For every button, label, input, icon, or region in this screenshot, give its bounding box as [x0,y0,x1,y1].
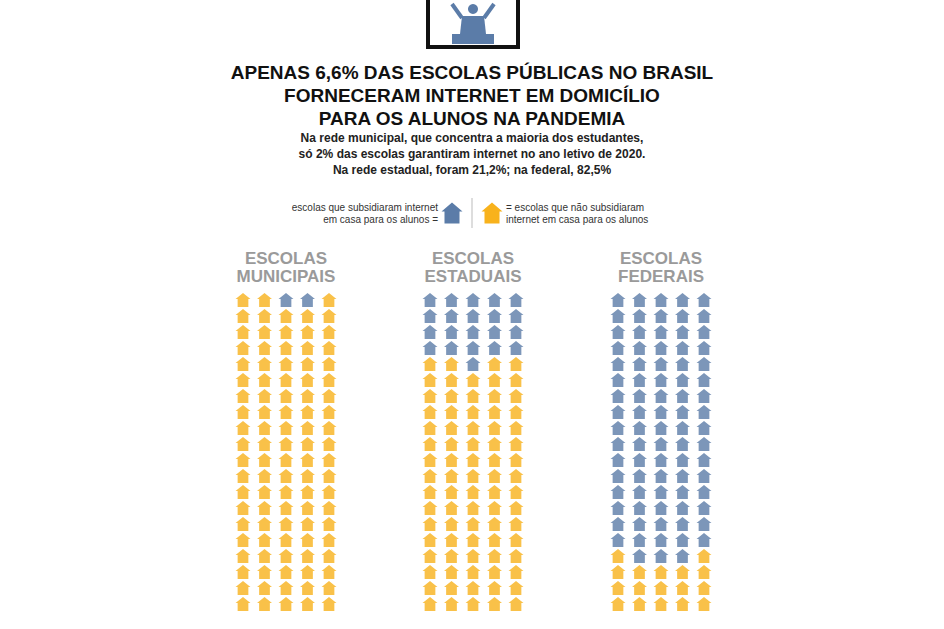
svg-text:internet em casa para os aluno: internet em casa para os alunos [506,214,648,225]
svg-text:ESCOLAS: ESCOLAS [620,249,702,268]
svg-text:só 2% das escolas garantiram i: só 2% das escolas garantiram internet no… [299,147,646,161]
svg-text:= escolas que não subsidiaram: = escolas que não subsidiaram [506,202,644,213]
svg-text:ESCOLAS: ESCOLAS [245,249,327,268]
svg-text:Na rede estadual, foram 21,2%;: Na rede estadual, foram 21,2%; na federa… [333,163,611,177]
svg-text:escolas que subsidiaram intern: escolas que subsidiaram internet [292,202,438,213]
svg-text:ESCOLAS: ESCOLAS [432,249,514,268]
svg-text:FORNECERAM INTERNET EM DOMICÍL: FORNECERAM INTERNET EM DOMICÍLIO [284,85,660,106]
svg-text:PARA OS ALUNOS NA PANDEMIA: PARA OS ALUNOS NA PANDEMIA [319,108,626,129]
svg-text:APENAS 6,6% DAS ESCOLAS PÚBLIC: APENAS 6,6% DAS ESCOLAS PÚBLICAS NO BRAS… [231,62,714,83]
svg-text:FEDERAIS: FEDERAIS [618,267,704,286]
svg-text:MUNICIPAIS: MUNICIPAIS [237,267,336,286]
svg-text:Na rede municipal, que concent: Na rede municipal, que concentra a maior… [301,131,644,145]
svg-text:ESTADUAIS: ESTADUAIS [425,267,522,286]
svg-text:em casa para os alunos =: em casa para os alunos = [323,214,438,225]
